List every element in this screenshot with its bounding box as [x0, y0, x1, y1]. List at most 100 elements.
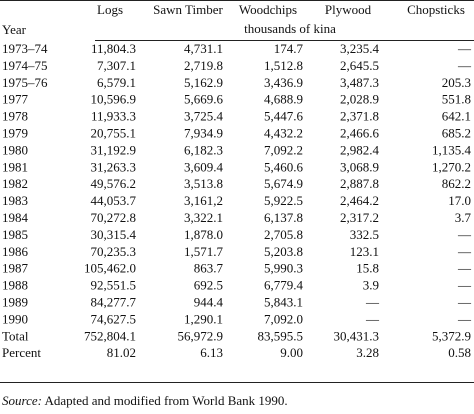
cell: 6,137.8: [264, 210, 303, 225]
cell: —: [457, 261, 472, 276]
cell: 3,068.9: [340, 159, 379, 174]
cell: 1,270.2: [432, 159, 471, 174]
cell: 7,092.0: [264, 311, 303, 326]
cell: 752,804.1: [84, 328, 136, 343]
cell: 3,725.4: [184, 109, 224, 124]
cell: 2,645.5: [340, 58, 379, 73]
cell: 685.2: [442, 125, 471, 140]
cell: 2,887.8: [340, 176, 379, 191]
cell: 2,317.2: [340, 210, 379, 225]
column-header: Sawn Timber: [153, 2, 223, 17]
row-label: 1979: [2, 125, 28, 140]
cell: —: [457, 311, 472, 326]
source-text: Adapted and modified from World Bank 199…: [45, 393, 288, 408]
cell: 3,436.9: [264, 75, 303, 90]
cell: 4,688.9: [264, 92, 303, 107]
cell: 56,972.9: [178, 328, 224, 343]
row-label: 1985: [2, 227, 28, 242]
cell: 5,162.9: [184, 75, 223, 90]
cell: 7,307.1: [97, 58, 136, 73]
cell: 3,513.8: [184, 176, 223, 191]
row-label: 1981: [2, 159, 28, 174]
row-label: 1987: [2, 261, 29, 276]
row-label: 1990: [2, 311, 28, 326]
cell: 5,203.8: [264, 244, 303, 259]
cell: 174.7: [274, 41, 304, 56]
cell: 83,595.5: [258, 328, 304, 343]
cell: 6,779.4: [264, 278, 304, 293]
cell: —: [457, 41, 472, 56]
cell: 30,315.4: [91, 227, 137, 242]
source-label: Source:: [2, 393, 42, 408]
cell: 3,235.4: [340, 41, 380, 56]
cell: 2,464.2: [340, 193, 379, 208]
cell: 123.1: [350, 244, 379, 259]
year-label: Year: [2, 22, 27, 37]
cell: 862.2: [442, 176, 471, 191]
row-label: 1980: [2, 142, 28, 157]
cell: 20,755.1: [91, 125, 137, 140]
cell: —: [457, 58, 472, 73]
cell: 11,804.3: [91, 41, 136, 56]
cell: 863.7: [194, 261, 224, 276]
cell: —: [457, 294, 472, 309]
cell: 5,669.6: [184, 92, 224, 107]
cell: —: [365, 294, 380, 309]
column-header: Plywood: [325, 2, 372, 17]
cell: 6.13: [200, 345, 223, 360]
cell: 49,576.2: [91, 176, 137, 191]
cell: 692.5: [194, 278, 223, 293]
cell: 4,432.2: [264, 125, 303, 140]
cell: 5,990.3: [264, 261, 303, 276]
row-label: Percent: [2, 345, 41, 360]
cell: 105,462.0: [84, 261, 136, 276]
cell: 2,028.9: [340, 92, 379, 107]
cell: 70,272.8: [91, 210, 137, 225]
row-label: 1989: [2, 294, 28, 309]
cell: 5,843.1: [264, 294, 303, 309]
cell: 332.5: [350, 227, 379, 242]
cell: 3,609.4: [184, 159, 224, 174]
cell: 1,135.4: [432, 142, 472, 157]
column-header: Chopsticks: [407, 2, 465, 17]
row-label: 1984: [2, 210, 29, 225]
cell: 2,982.4: [340, 142, 380, 157]
column-header: Logs: [97, 2, 123, 17]
cell: 84,277.7: [91, 294, 137, 309]
cell: 944.4: [194, 294, 224, 309]
cell: 0.58: [448, 345, 471, 360]
cell: 6,579.1: [97, 75, 136, 90]
cell: 3.9: [363, 278, 379, 293]
cell: 5,447.6: [264, 109, 304, 124]
cell: 1,290.1: [184, 311, 223, 326]
source-note: Source: Adapted and modified from World …: [2, 393, 288, 408]
cell: 2,705.8: [264, 227, 303, 242]
cell: 3.28: [356, 345, 379, 360]
cell: 5,372.9: [432, 328, 471, 343]
column-header: Woodchips: [239, 2, 297, 17]
cell: 70,235.3: [91, 244, 137, 259]
cell: 30,431.3: [334, 328, 380, 343]
cell: 44,053.7: [91, 193, 137, 208]
cell: 15.8: [356, 261, 379, 276]
cell: —: [457, 278, 472, 293]
cell: 17.0: [448, 193, 471, 208]
cell: 2,719.8: [184, 58, 223, 73]
row-label: 1983: [2, 193, 28, 208]
cell: 31,263.3: [91, 159, 137, 174]
cell: 11,933.3: [91, 109, 136, 124]
cell: 5,460.6: [264, 159, 304, 174]
cell: 5,922.5: [264, 193, 303, 208]
cell: 3.7: [455, 210, 472, 225]
cell: 3,487.3: [340, 75, 379, 90]
cell: 1,512.8: [264, 58, 303, 73]
cell: 7,934.9: [184, 125, 223, 140]
cell: 4,731.1: [184, 41, 223, 56]
row-label: 1988: [2, 278, 28, 293]
cell: 9.00: [280, 345, 303, 360]
cell: —: [457, 227, 472, 242]
units-label: thousands of kina: [244, 21, 336, 36]
cell: 81.02: [107, 345, 136, 360]
row-label: Total: [2, 328, 29, 343]
